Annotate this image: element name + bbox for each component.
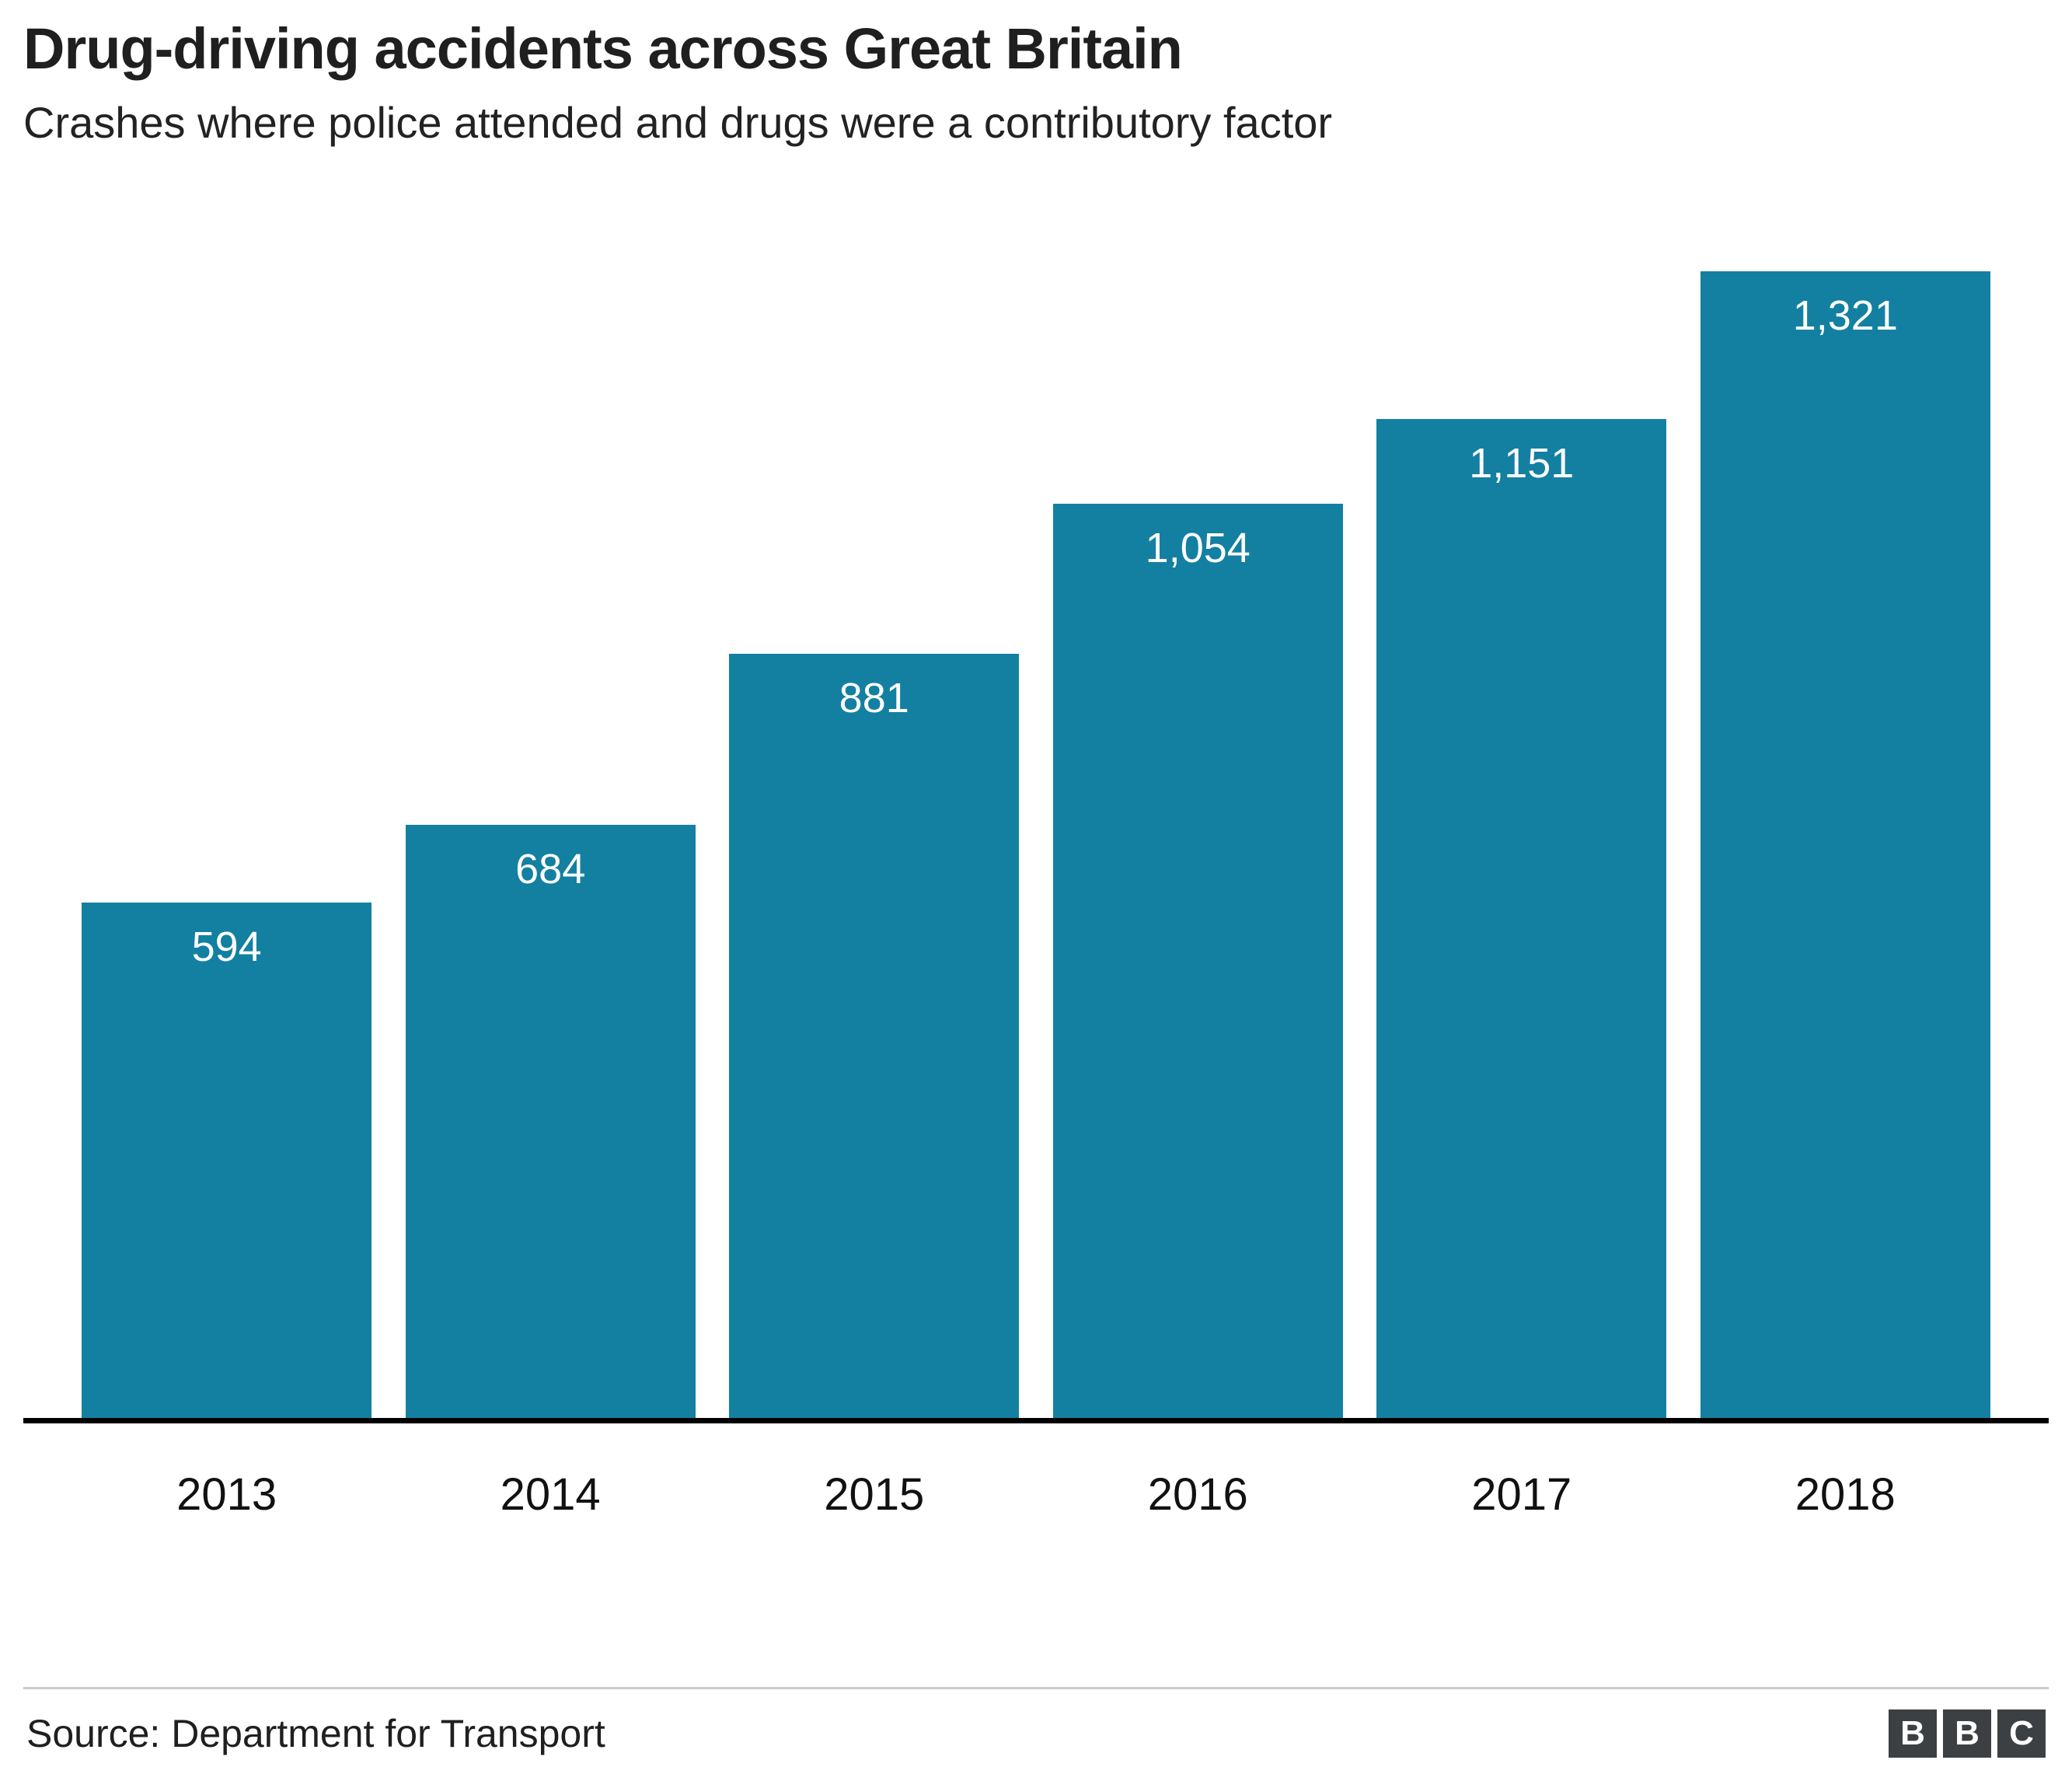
bar-2016: 1,054: [1052, 503, 1343, 1419]
bar-value-label: 684: [515, 845, 586, 892]
plot-area: 594 684 881 1,054 1,151 1,321: [23, 271, 2049, 1424]
bbc-logo-block-b: B: [1943, 1709, 1991, 1758]
source-text: Source: Department for Transport: [26, 1712, 605, 1755]
x-axis-label-2013: 2013: [176, 1469, 277, 1521]
bar-2013: 594: [82, 903, 372, 1419]
bar-2014: 684: [405, 824, 696, 1419]
bar-2018: 1,321: [1700, 271, 1990, 1419]
x-axis-label-2015: 2015: [824, 1469, 925, 1521]
bar-value-label: 1,151: [1469, 440, 1575, 487]
bar-value-label: 881: [839, 674, 909, 721]
chart-subtitle: Crashes where police attended and drugs …: [23, 98, 1333, 148]
bar-value-label: 594: [191, 924, 262, 971]
chart-title: Drug-driving accidents across Great Brit…: [23, 16, 1183, 81]
x-axis-label-2017: 2017: [1471, 1469, 1572, 1521]
bbc-logo-block-b: B: [1889, 1709, 1937, 1758]
x-axis-labels: 2013 2014 2015 2016 2017 2018: [23, 1468, 2049, 1521]
bar-value-label: 1,054: [1145, 524, 1251, 571]
x-axis-label-2014: 2014: [500, 1469, 601, 1521]
bar-2015: 881: [729, 653, 1020, 1419]
x-axis-label-2018: 2018: [1795, 1469, 1896, 1521]
bar-value-label: 1,321: [1792, 292, 1898, 340]
x-axis-label-2016: 2016: [1147, 1469, 1248, 1521]
bbc-logo-block-c: C: [1997, 1709, 2046, 1758]
bar-2017: 1,151: [1376, 419, 1667, 1419]
bars-row: 594 684 881 1,054 1,151 1,321: [82, 271, 1990, 1419]
